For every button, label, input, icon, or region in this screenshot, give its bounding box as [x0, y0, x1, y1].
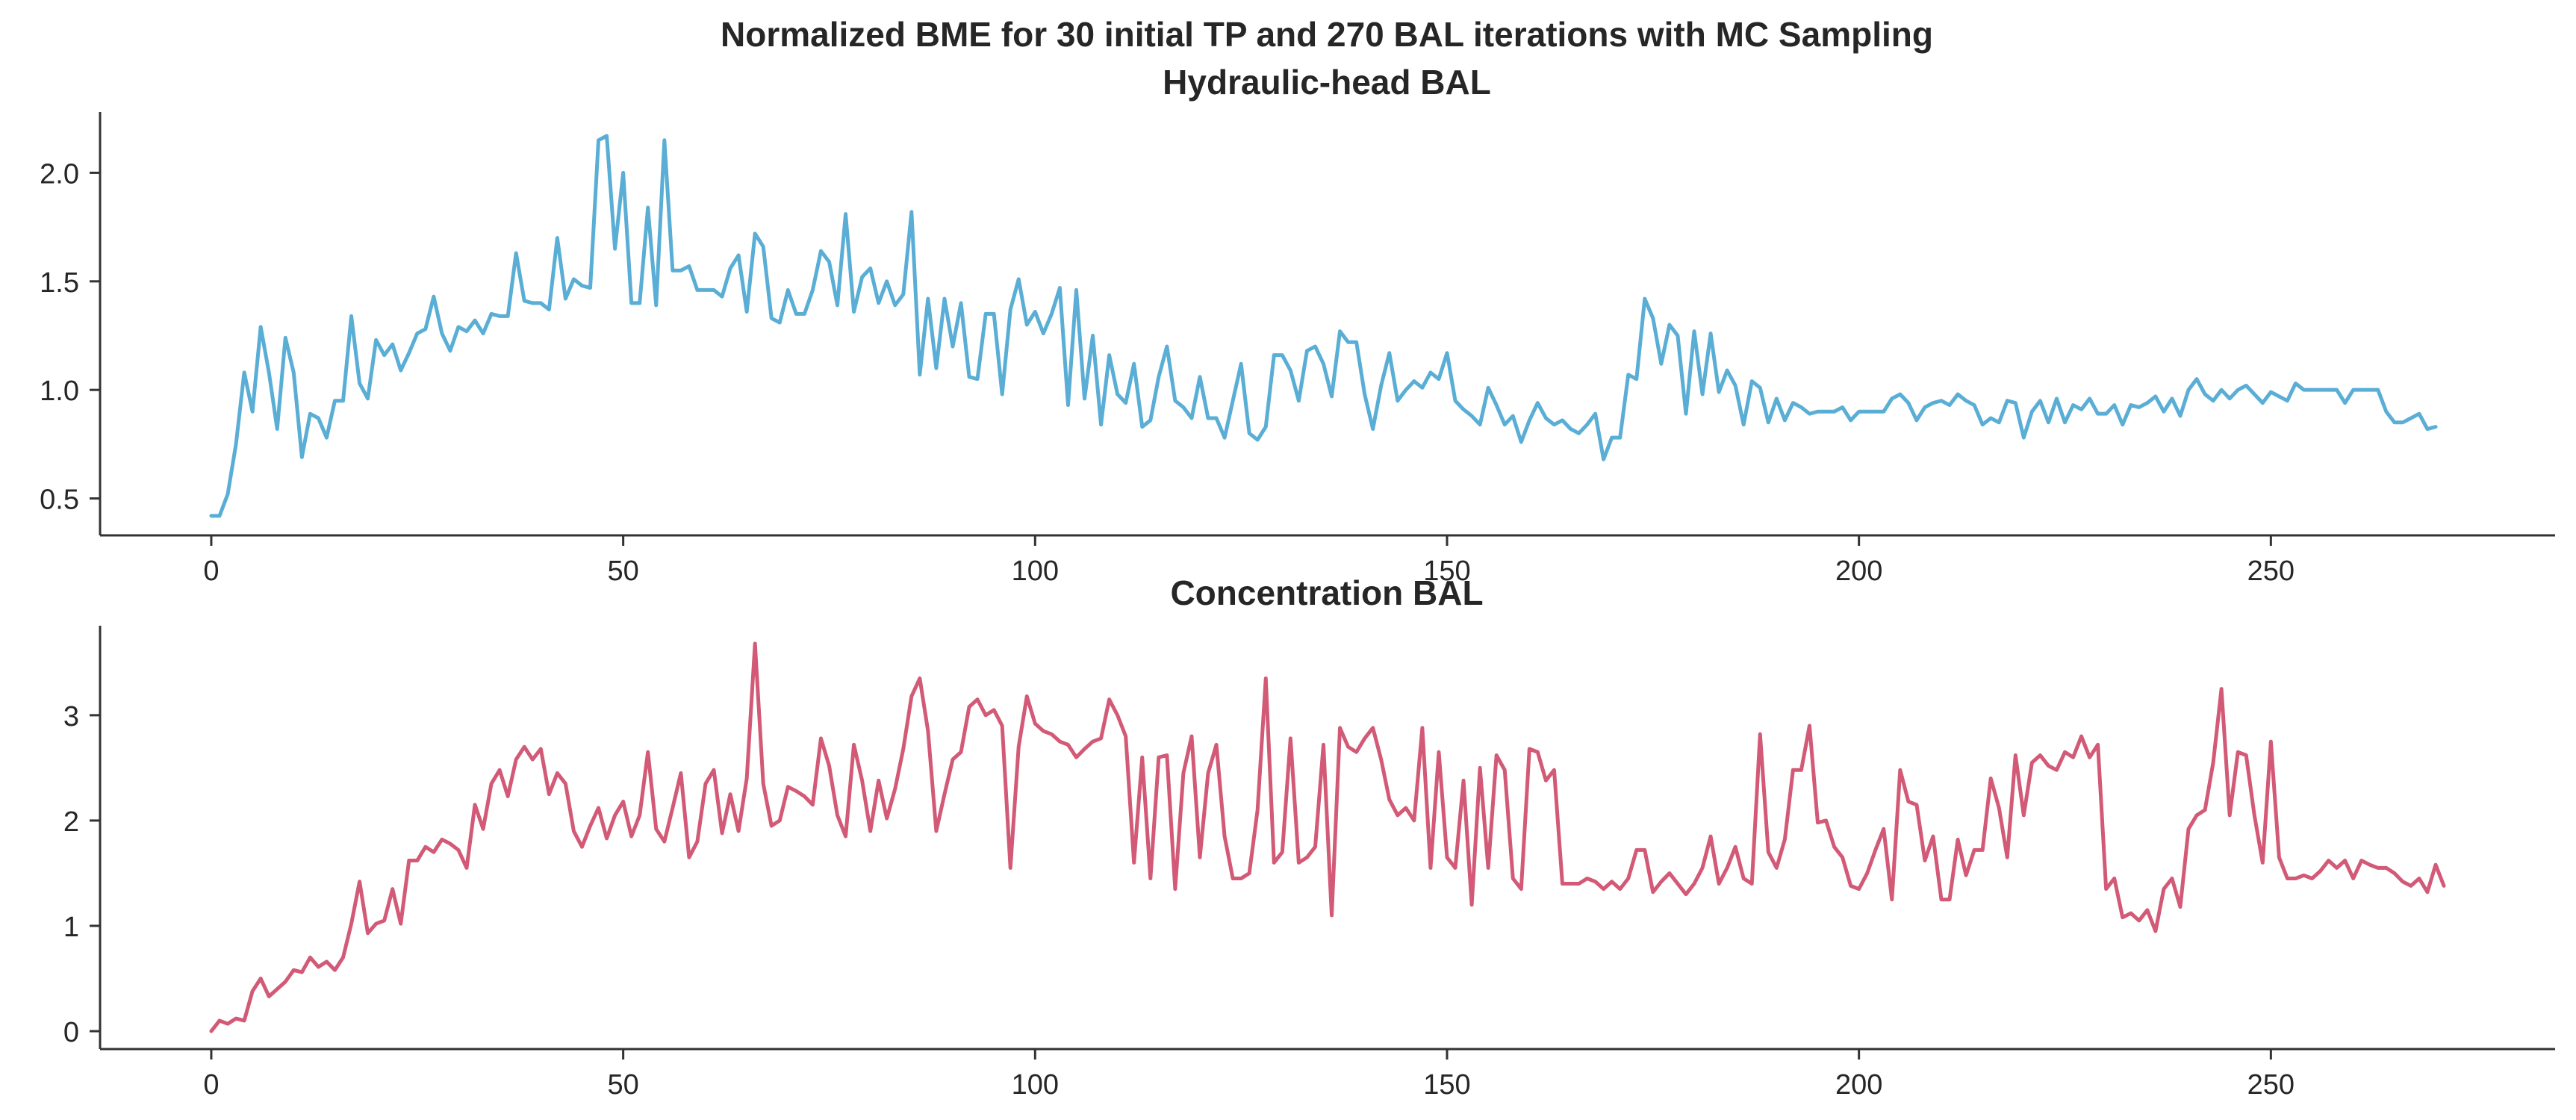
chart-panel-hydraulic-head: Hydraulic-head BAL 0.5 1.0 1.5 2.0 0 50 100 15…: [40, 63, 2555, 587]
x-ticks: 0 50 100 150 200 250: [203, 1049, 2295, 1101]
y-ticks: 0.5 1.0 1.5 2.0: [40, 158, 100, 516]
chart-title-concentration: Concentration BAL: [1170, 573, 1483, 612]
chart-panel-concentration: Concentration BAL 0 1 2 3 0 50 100 150 200 250: [63, 573, 2555, 1101]
x-tick-label: 0: [203, 556, 219, 587]
y-tick-label: 3: [63, 701, 79, 732]
x-tick-label: 100: [1012, 556, 1059, 587]
x-tick-label: 150: [1423, 556, 1470, 587]
y-tick-label: 1.5: [40, 267, 79, 299]
x-tick-label: 200: [1835, 556, 1882, 587]
x-tick-label: 0: [203, 1069, 219, 1101]
figure-suptitle: Normalized BME for 30 initial TP and 270…: [721, 15, 1933, 54]
y-tick-label: 1: [63, 912, 79, 943]
y-tick-label: 0: [63, 1017, 79, 1048]
x-tick-label: 50: [607, 1069, 638, 1101]
chart-title-hydraulic-head: Hydraulic-head BAL: [1163, 63, 1491, 102]
y-tick-label: 2.0: [40, 158, 79, 190]
x-tick-label: 200: [1835, 1069, 1882, 1101]
series-line-concentration: [209, 641, 2446, 1033]
y-ticks: 0 1 2 3: [63, 701, 100, 1048]
x-tick-label: 250: [2247, 1069, 2295, 1101]
x-tick-label: 50: [607, 556, 638, 587]
x-ticks: 0 50 100 150 200 250: [203, 535, 2295, 587]
x-tick-label: 100: [1012, 1069, 1059, 1101]
x-tick-label: 250: [2247, 556, 2295, 587]
y-tick-label: 2: [63, 806, 79, 838]
y-tick-label: 0.5: [40, 485, 79, 516]
series-line-hydraulic-head: [209, 134, 2438, 518]
y-tick-label: 1.0: [40, 376, 79, 407]
x-tick-label: 150: [1423, 1069, 1470, 1101]
